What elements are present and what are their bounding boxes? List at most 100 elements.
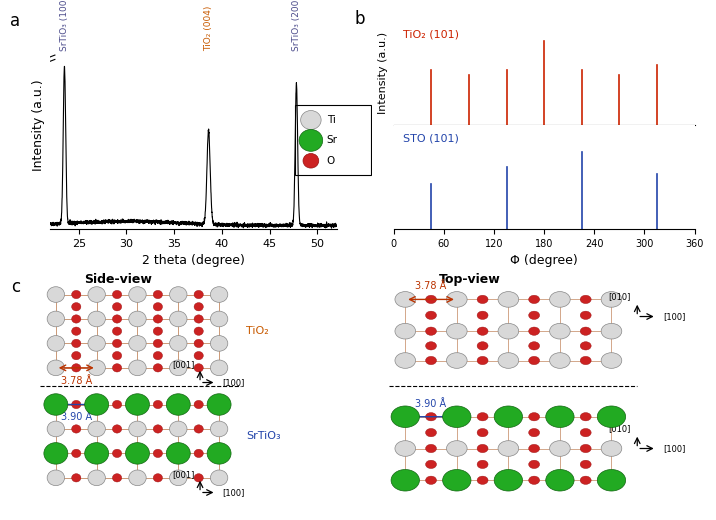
Text: SrTiO₃: SrTiO₃ [246, 431, 281, 441]
Circle shape [303, 153, 319, 168]
Circle shape [88, 421, 105, 437]
Text: SrTiO₃ (200): SrTiO₃ (200) [292, 0, 301, 50]
Circle shape [528, 460, 540, 469]
Text: TiO₂ (004): TiO₂ (004) [204, 5, 213, 50]
Circle shape [477, 476, 488, 485]
Circle shape [153, 425, 163, 433]
Circle shape [425, 342, 437, 350]
Circle shape [47, 360, 64, 375]
Text: Side-view: Side-view [84, 272, 153, 285]
Circle shape [44, 443, 68, 464]
Text: c: c [11, 278, 20, 295]
Circle shape [72, 425, 81, 433]
Circle shape [580, 295, 591, 304]
Text: 3.78 Å: 3.78 Å [61, 376, 92, 386]
Circle shape [47, 335, 64, 351]
Text: Sr: Sr [326, 135, 338, 146]
Circle shape [129, 470, 146, 486]
Circle shape [425, 311, 437, 319]
Circle shape [425, 327, 437, 335]
Circle shape [207, 394, 231, 415]
Circle shape [125, 443, 150, 464]
Circle shape [112, 425, 122, 433]
Circle shape [125, 394, 150, 415]
Y-axis label: Intensity (a.u.): Intensity (a.u.) [378, 32, 388, 114]
Circle shape [211, 421, 228, 437]
Circle shape [601, 353, 621, 368]
Circle shape [442, 406, 471, 427]
Circle shape [550, 292, 570, 307]
Circle shape [580, 445, 591, 452]
Circle shape [153, 315, 163, 323]
Circle shape [447, 353, 467, 368]
Circle shape [580, 476, 591, 485]
Text: [010]: [010] [609, 292, 631, 302]
Text: [100]: [100] [222, 378, 244, 387]
Circle shape [425, 460, 437, 469]
Circle shape [88, 470, 105, 486]
Circle shape [528, 476, 540, 485]
Circle shape [528, 311, 540, 319]
Circle shape [170, 287, 187, 302]
Circle shape [153, 363, 163, 372]
Circle shape [494, 470, 523, 491]
Text: STO (101): STO (101) [403, 133, 459, 143]
Circle shape [72, 363, 81, 372]
Circle shape [153, 400, 163, 409]
Circle shape [391, 470, 420, 491]
Circle shape [211, 287, 228, 302]
Circle shape [211, 335, 228, 351]
Text: [001]: [001] [173, 470, 195, 479]
Circle shape [194, 400, 203, 409]
Circle shape [129, 421, 146, 437]
Circle shape [447, 440, 467, 457]
Circle shape [528, 412, 540, 421]
Circle shape [477, 342, 488, 350]
Circle shape [47, 470, 64, 486]
Circle shape [550, 353, 570, 368]
Circle shape [498, 323, 518, 339]
Circle shape [194, 339, 203, 347]
Circle shape [153, 449, 163, 458]
Circle shape [112, 449, 122, 458]
Text: [100]: [100] [663, 312, 685, 321]
Circle shape [166, 394, 190, 415]
Circle shape [112, 290, 122, 298]
Circle shape [580, 327, 591, 335]
Text: [001]: [001] [173, 360, 195, 369]
Circle shape [88, 287, 105, 302]
Circle shape [601, 292, 621, 307]
Circle shape [194, 363, 203, 372]
Circle shape [194, 290, 203, 298]
Circle shape [498, 292, 518, 307]
Circle shape [153, 339, 163, 347]
Circle shape [72, 449, 81, 458]
Circle shape [425, 412, 437, 421]
Text: a: a [10, 12, 20, 31]
Text: [100]: [100] [663, 444, 685, 453]
Circle shape [129, 287, 146, 302]
Circle shape [129, 311, 146, 327]
Text: [010]: [010] [609, 424, 631, 434]
Circle shape [194, 303, 203, 311]
Circle shape [425, 356, 437, 365]
Circle shape [166, 443, 190, 464]
Circle shape [170, 470, 187, 486]
Circle shape [580, 412, 591, 421]
Text: 3.90 Å: 3.90 Å [415, 399, 447, 409]
Circle shape [194, 474, 203, 482]
Text: TiO₂: TiO₂ [246, 326, 269, 336]
Circle shape [72, 400, 81, 409]
Circle shape [528, 327, 540, 335]
Circle shape [153, 290, 163, 298]
Circle shape [112, 474, 122, 482]
Circle shape [528, 295, 540, 304]
Circle shape [170, 421, 187, 437]
Circle shape [301, 111, 321, 129]
Circle shape [580, 460, 591, 469]
Circle shape [528, 428, 540, 437]
Circle shape [395, 353, 415, 368]
Circle shape [153, 327, 163, 335]
Circle shape [299, 129, 323, 151]
Circle shape [395, 323, 415, 339]
